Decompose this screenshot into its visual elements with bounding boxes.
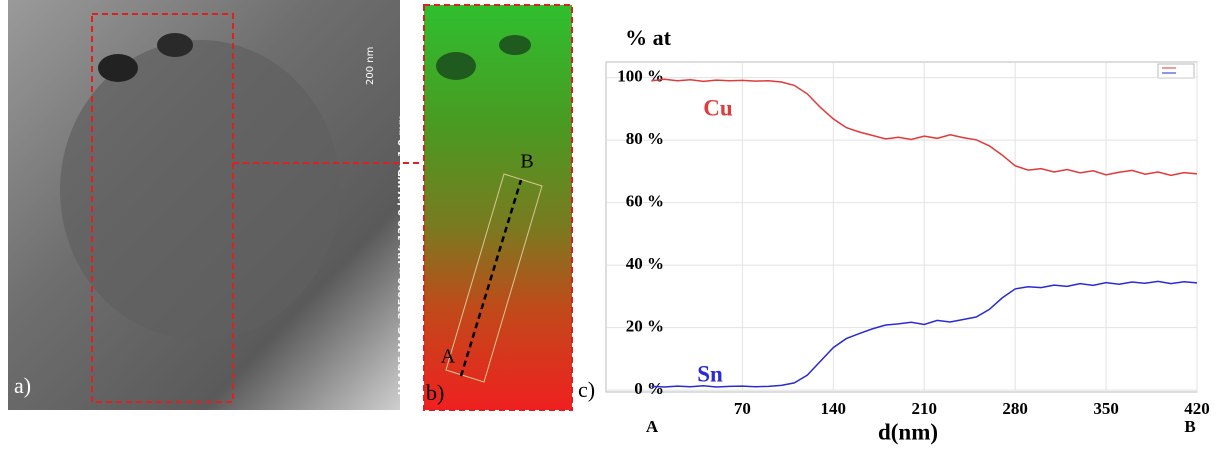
data-line	[651, 78, 1198, 177]
series-label: Cu	[703, 95, 733, 120]
x-axis-title: d(nm)	[878, 419, 938, 444]
x-tick-label: 210	[911, 399, 937, 418]
y-tick-label: 20 %	[626, 317, 664, 336]
scan-line	[459, 179, 523, 377]
y-tick-label: 100 %	[617, 67, 664, 86]
void	[98, 54, 138, 82]
data-line	[651, 280, 1198, 388]
micrograph-info: HAADF MAG: 225000 x HV: 120.0 kV WD: -1.…	[397, 115, 408, 395]
series-label: Sn	[697, 361, 723, 386]
x-end-label: A	[646, 417, 659, 436]
void	[157, 33, 193, 57]
plot-frame	[605, 61, 1198, 393]
x-tick-label: 350	[1093, 399, 1119, 418]
selection-box	[91, 13, 234, 403]
y-axis-title: % at	[625, 25, 672, 50]
x-tick-label: 70	[734, 399, 751, 418]
x-tick-label: 280	[1002, 399, 1028, 418]
void	[499, 35, 531, 55]
point-label: A	[441, 346, 456, 368]
panel-label: b)	[426, 380, 444, 405]
y-tick-label: 80 %	[626, 129, 664, 148]
panel-label: a)	[14, 373, 31, 398]
x-tick-label: 140	[821, 399, 847, 418]
x-end-label: B	[1184, 417, 1195, 436]
scan-box	[445, 173, 543, 383]
point-label: B	[520, 151, 533, 173]
x-tick-label: 420	[1184, 399, 1210, 418]
y-tick-label: 0 %	[634, 379, 664, 398]
y-tick-label: 40 %	[626, 254, 664, 273]
scale-bar: 200 nm	[365, 47, 376, 85]
void	[436, 52, 476, 80]
particle	[60, 40, 340, 340]
panel-label: c)	[578, 377, 595, 402]
y-tick-label: 60 %	[626, 192, 664, 211]
legend-box	[1157, 63, 1195, 79]
